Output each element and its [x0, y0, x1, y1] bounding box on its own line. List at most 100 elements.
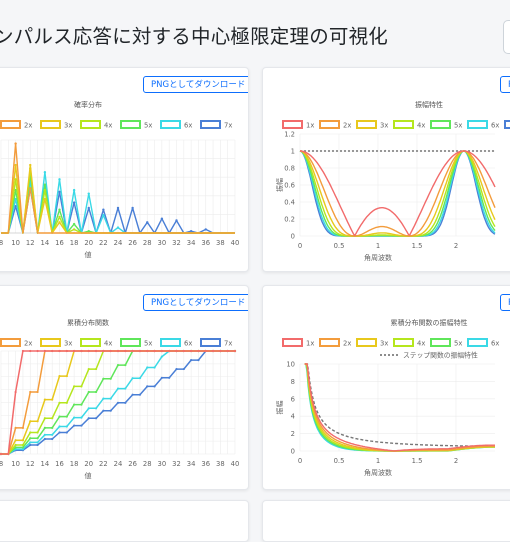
x-tick-label: 16	[55, 460, 64, 468]
x-tick-label: 30	[158, 239, 167, 247]
legend-swatch	[160, 120, 181, 129]
legend-label: 3x	[380, 340, 388, 348]
x-tick-label: 18	[70, 460, 79, 468]
data-point	[43, 433, 46, 436]
legend-swatch	[467, 338, 488, 347]
legend-swatch	[160, 338, 181, 347]
data-point	[51, 426, 54, 430]
legend-swatch	[0, 338, 21, 347]
data-point	[168, 349, 171, 353]
data-point	[233, 349, 237, 353]
y-tick-label: 1	[291, 148, 295, 156]
data-point	[131, 393, 134, 396]
legend-label: 4x	[104, 122, 112, 130]
data-point	[219, 349, 222, 353]
data-point	[124, 401, 127, 404]
data-point	[58, 221, 61, 224]
legend-label: 3x	[64, 340, 72, 348]
x-tick-label: 16	[55, 239, 64, 247]
data-point	[87, 367, 90, 371]
download-png-button[interactable]: PNGとしてダウンロード	[500, 76, 510, 93]
legend-swatch	[80, 338, 101, 347]
y-tick-label: 6	[291, 395, 295, 403]
y-tick-label: 0.4	[284, 199, 295, 207]
data-point	[138, 377, 142, 380]
data-point	[14, 426, 17, 430]
data-point	[146, 385, 149, 388]
data-point	[175, 219, 178, 222]
data-point	[80, 424, 83, 427]
series-line-2x	[304, 363, 495, 452]
x-tick-label: 0	[298, 457, 302, 465]
data-point	[58, 215, 61, 219]
download-png-button[interactable]: PNGとしてダウンロード	[143, 294, 248, 311]
legend-label: 3x	[64, 122, 72, 130]
data-point	[73, 385, 76, 388]
data-point	[190, 349, 193, 353]
data-point	[36, 441, 39, 444]
y-tick-label: 10	[286, 361, 295, 369]
x-tick-label: 0	[298, 242, 302, 250]
legend-label: 5x	[454, 340, 462, 348]
page-title: ンパルス応答に対する中心極限定理の可視化	[0, 25, 389, 48]
chart-title: 振幅特性	[415, 100, 443, 109]
x-tick-label: 12	[26, 460, 35, 468]
data-point	[65, 431, 68, 434]
legend-swatch	[80, 120, 101, 129]
chart-title: 確率分布	[74, 100, 102, 109]
data-point	[87, 349, 90, 353]
data-point	[21, 426, 25, 430]
data-point	[43, 417, 46, 420]
data-point	[73, 416, 76, 419]
data-point	[36, 443, 39, 447]
x-tick-label: 40	[231, 460, 240, 468]
x-tick-label: 32	[172, 239, 181, 247]
data-point	[102, 409, 105, 412]
download-png-button[interactable]: PNGとしてダウンロード	[143, 76, 248, 93]
data-point	[58, 374, 61, 378]
x-tick-label: 2	[454, 457, 458, 465]
x-tick-label: 10	[11, 460, 20, 468]
cdf-card: PNGとしてダウンロード 累積分布関数 2x 3x 4x 5x 6x 7x 8 10 12 14 16…	[0, 285, 249, 490]
legend-label: 5x	[454, 122, 462, 130]
x-axis-label: 値	[85, 471, 92, 480]
x-tick-label: 28	[143, 239, 152, 247]
x-tick-label: 34	[187, 460, 196, 468]
data-point	[102, 213, 105, 217]
cdf-chart: 累積分布関数 2x 3x 4x 5x 6x 7x 8 10 12 14 16 18 20 22 24 26 28 3…	[0, 318, 240, 480]
legend-label: 2x	[343, 340, 351, 348]
data-point	[102, 208, 105, 211]
y-tick-label: 0	[291, 448, 295, 456]
x-tick-label: 1.5	[412, 242, 423, 250]
x-tick-label: 14	[41, 460, 50, 468]
legend-swatch	[282, 120, 303, 129]
data-point	[36, 420, 39, 423]
data-point	[226, 349, 229, 353]
download-png-button[interactable]: PNGとしてダウンロード	[500, 294, 510, 311]
data-point	[160, 355, 163, 358]
legend-label: 2x	[24, 122, 32, 130]
legend-label: 1x	[306, 122, 314, 130]
x-tick-label: 22	[99, 460, 108, 468]
data-point	[58, 208, 61, 211]
legend-label: 6x	[184, 122, 192, 130]
data-point	[29, 431, 32, 434]
data-point	[138, 393, 142, 396]
data-point	[87, 390, 90, 394]
data-point	[168, 376, 171, 379]
cdfamp-card: PNGとしてダウンロード 累積分布関数の振幅特性 1x 2x 3x 4x 5x 6x ステップ…	[262, 285, 510, 490]
x-tick-label: 24	[114, 239, 123, 247]
y-tick-label: 1.2	[284, 131, 295, 139]
legend-swatch	[282, 338, 303, 347]
data-point	[43, 188, 47, 192]
data-point	[43, 437, 46, 441]
data-point	[160, 349, 163, 353]
data-point	[124, 364, 127, 367]
data-point	[43, 170, 47, 174]
data-point	[182, 349, 185, 353]
settings-control[interactable]	[503, 20, 510, 54]
data-point	[51, 349, 54, 353]
data-point	[43, 349, 46, 353]
series-line-4x	[299, 150, 496, 237]
legend-swatch	[319, 120, 340, 129]
